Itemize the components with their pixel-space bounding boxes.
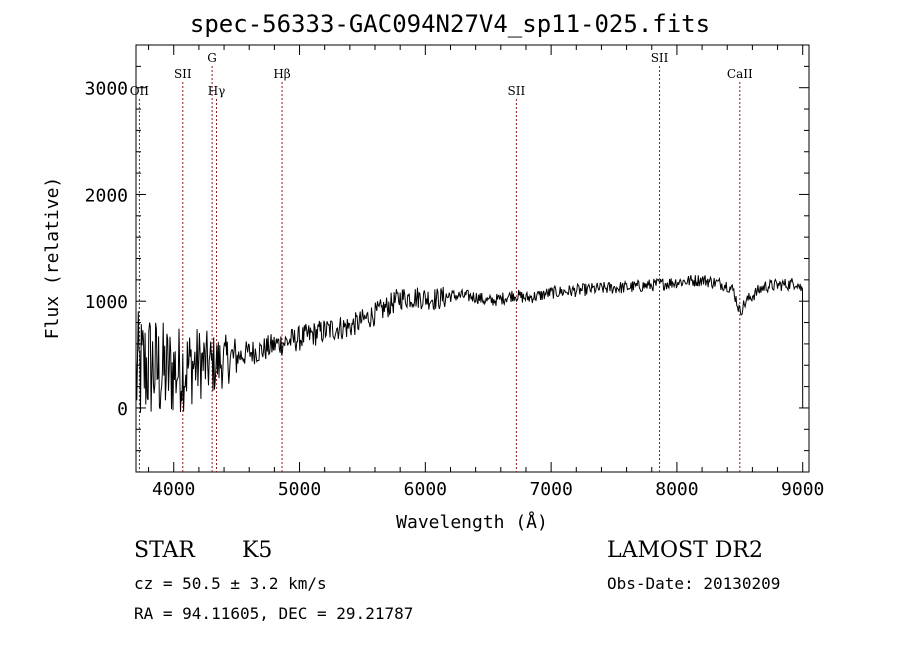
y-axis-ticks: 0 1000 2000 3000 [85, 44, 809, 452]
line-marker-label: Hβ [273, 67, 290, 81]
plot-frame [135, 44, 810, 473]
line-marker-label: CaII [727, 67, 753, 81]
x-axis-ticks: 4000 5000 6000 7000 8000 9000 [148, 45, 824, 500]
line-marker-label: OII [130, 84, 150, 98]
line-marker-label: Hγ [208, 84, 226, 98]
x-tick-label: 6000 [404, 479, 447, 500]
line-marker-label: SII [651, 51, 669, 65]
redshift-velocity: cz = 50.5 ± 3.2 km/s [134, 574, 327, 593]
object-class: STAR [134, 538, 195, 563]
coordinates: RA = 94.11605, DEC = 29.21787 [134, 604, 414, 623]
x-axis-label: Wavelength (Å) [396, 511, 548, 533]
x-tick-label: 4000 [152, 479, 195, 500]
object-subclass: K5 [242, 538, 273, 563]
y-tick-label: 2000 [85, 185, 128, 206]
y-tick-label: 3000 [85, 79, 128, 100]
survey-name: LAMOST DR2 [607, 538, 763, 563]
x-tick-label: 9000 [781, 479, 824, 500]
spectrum-line [135, 275, 804, 413]
emission-line-markers: OII SII G Hγ Hβ SII SII CaII [130, 51, 753, 472]
chart-title: spec-56333-GAC094N27V4_sp11-025.fits [189, 10, 711, 38]
x-tick-label: 8000 [655, 479, 698, 500]
x-tick-label: 7000 [529, 479, 572, 500]
y-tick-label: 1000 [85, 292, 128, 313]
line-marker-label: SII [508, 84, 526, 98]
x-tick-label: 5000 [278, 479, 321, 500]
observation-date: Obs-Date: 20130209 [607, 574, 781, 593]
line-marker-label: G [207, 51, 217, 65]
line-marker-label: SII [174, 67, 192, 81]
y-axis-label: Flux (relative) [42, 177, 63, 340]
y-tick-label: 0 [117, 399, 128, 420]
